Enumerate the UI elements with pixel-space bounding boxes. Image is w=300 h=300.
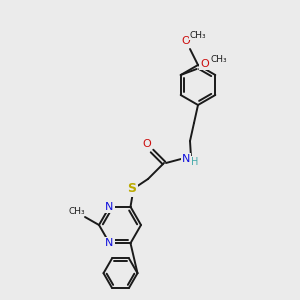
Text: N: N [105, 238, 114, 248]
Text: N: N [182, 154, 190, 164]
Text: CH₃: CH₃ [210, 55, 227, 64]
Text: H: H [191, 157, 199, 167]
Text: N: N [105, 202, 114, 212]
Text: CH₃: CH₃ [190, 31, 206, 40]
Text: O: O [142, 139, 152, 149]
Text: O: O [200, 59, 209, 69]
Text: O: O [182, 36, 190, 46]
Text: CH₃: CH₃ [69, 206, 85, 215]
Text: S: S [128, 182, 136, 196]
